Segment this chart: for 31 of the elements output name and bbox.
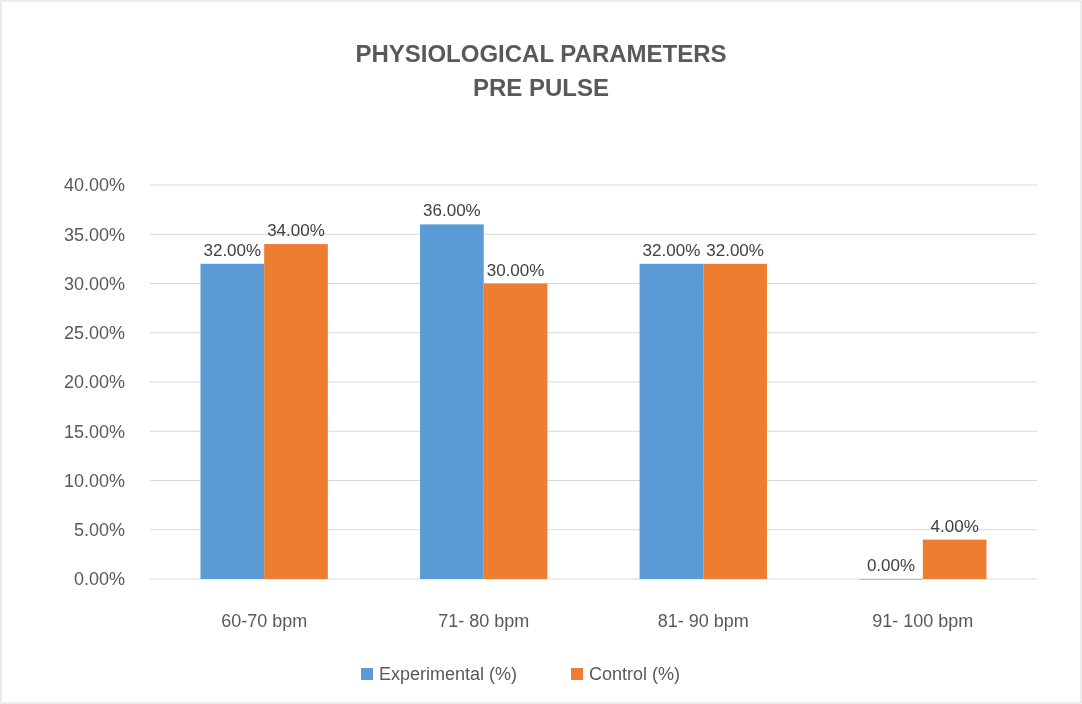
data-label: 0.00% [866,556,916,575]
legend-label: Experimental (%) [379,664,518,685]
y-tick-label: 0.00% [73,569,125,590]
legend-label: Control (%) [589,664,681,685]
data-label: 32.00% [203,240,262,260]
y-tick-label: 5.00% [73,520,125,541]
bar [483,283,548,579]
data-label: 32.00% [706,240,764,260]
x-tick-label: 71- 80 bpm [438,611,530,631]
data-label: 34.00% [267,221,325,241]
y-tick-label: 35.00% [63,224,125,245]
bar [639,263,704,579]
data-label: 32.00% [642,240,701,260]
y-tick-label: 30.00% [63,273,125,294]
x-tick-label: 81- 90 bpm [657,611,749,631]
y-tick-label: 25.00% [63,323,125,344]
bar [703,263,767,579]
bar [200,263,265,579]
bar [420,224,484,579]
bar [922,539,987,579]
y-tick-label: 10.00% [63,470,125,491]
data-label: 4.00% [930,516,979,536]
y-tick-label: 15.00% [63,421,125,442]
chart-title: PHYSIOLOGICAL PARAMETERS PRE PULSE [355,40,727,101]
x-tick-label: 91- 100 bpm [872,611,974,631]
data-label: 36.00% [423,201,481,221]
bar [264,244,328,579]
x-tick-label: 60-70 bpm [221,611,308,631]
y-tick-label: 20.00% [63,372,125,393]
y-tick-label: 40.00% [63,175,125,196]
data-label: 30.00% [486,260,545,280]
